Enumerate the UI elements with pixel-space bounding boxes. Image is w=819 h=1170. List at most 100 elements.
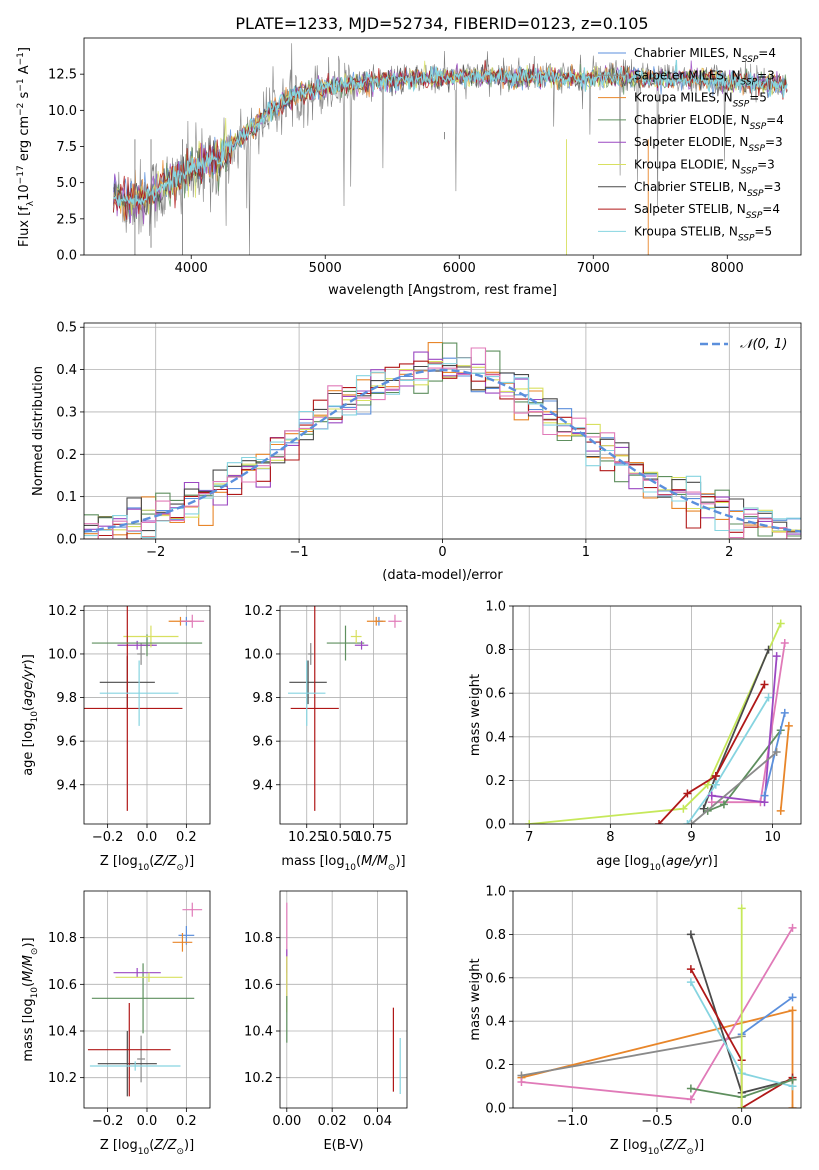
x-tick-label: 0.2 (176, 830, 197, 845)
weight-marker (760, 791, 769, 800)
y-tick-label: 10.6 (244, 978, 273, 993)
y-tick-label: 10.0 (48, 104, 77, 119)
y-tick-label: 10.4 (244, 1025, 273, 1040)
y-tick-label: 2.5 (56, 212, 77, 227)
x-tick-label: 6000 (443, 261, 476, 276)
weight-marker (686, 1084, 695, 1093)
weight-marker (719, 800, 728, 809)
y-tick-label: 0.0 (56, 533, 77, 548)
axes-frame (83, 37, 802, 256)
x-tick-label: 0.0 (137, 1114, 158, 1129)
weight-marker (784, 721, 793, 730)
axes-frame (512, 605, 802, 825)
weight-line (690, 751, 778, 824)
x-tick-label: 0.0 (731, 1114, 752, 1129)
weight-marker (679, 804, 688, 813)
weight-marker (655, 820, 664, 824)
legend-label: Salpeter ELODIE, NSSP=3 (634, 135, 783, 154)
axes-frame (279, 605, 408, 825)
weight-marker (788, 923, 797, 932)
plot-area-mass-vs-EBV (286, 902, 401, 1094)
weight-marker (764, 645, 773, 654)
axes-frame (279, 890, 408, 1109)
normal-curve (84, 368, 801, 533)
y-axis-label: Flux [fλ10−17 erg cm−2 s−1 A−1] (16, 47, 36, 247)
model-spectrum-line (113, 59, 788, 207)
weight-line (711, 642, 786, 804)
x-tick-label: −1 (290, 545, 309, 560)
plot-area-residuals (84, 342, 801, 539)
y-tick-label: 0.4 (56, 363, 77, 378)
x-tick-label: 0 (438, 545, 446, 560)
x-tick-label: 7000 (577, 261, 610, 276)
weight-marker (737, 904, 746, 913)
weight-marker (711, 772, 720, 781)
x-tick-label: −0.5 (641, 1114, 673, 1129)
y-tick-label: 10.2 (48, 1071, 77, 1086)
y-tick-label: 0.6 (485, 971, 506, 986)
weight-marker (737, 1104, 746, 1108)
y-tick-label: 9.8 (252, 691, 273, 706)
x-axis-label: (data-model)/error (382, 568, 503, 583)
weight-marker (683, 820, 692, 824)
x-tick-label: 0.2 (176, 1114, 197, 1129)
y-tick-label: 7.5 (56, 140, 77, 155)
x-axis-label: mass [log10(M/M⊙)] (281, 854, 405, 873)
y-axis-label: mass weight (468, 958, 483, 1040)
x-axis-label: E(B-V) (323, 1138, 363, 1153)
axes-frame (83, 605, 211, 825)
x-tick-label: 7 (525, 830, 533, 845)
x-tick-label: 10 (764, 830, 781, 845)
x-tick-label: −2 (146, 545, 165, 560)
weight-marker (683, 789, 692, 798)
y-tick-label: 9.8 (56, 691, 77, 706)
figure-title: PLATE=1233, MJD=52734, FIBERID=0123, z=0… (235, 14, 648, 33)
plot-area-mass-weight-vs-age (525, 619, 793, 824)
weight-marker (699, 804, 708, 813)
x-axis-label: wavelength [Angstrom, rest frame] (328, 283, 557, 298)
x-tick-label: 10.25 (288, 830, 325, 845)
y-tick-label: 0.8 (485, 643, 506, 658)
weight-marker (686, 965, 695, 974)
weight-marker (772, 748, 781, 757)
histogram-step (84, 347, 801, 539)
y-tick-label: 9.4 (56, 778, 77, 793)
weight-marker (687, 820, 696, 824)
weight-line (521, 1035, 742, 1077)
weight-marker (686, 978, 695, 987)
x-tick-label: 8000 (711, 261, 744, 276)
weight-marker (764, 693, 773, 702)
legend-label: 𝒩(0, 1) (740, 337, 787, 352)
y-tick-label: 0.0 (485, 818, 506, 833)
y-tick-label: 9.4 (252, 778, 273, 793)
legend-label: Salpeter STELIB, NSSP=4 (634, 202, 780, 221)
x-tick-label: −0.2 (92, 830, 124, 845)
legend-label: Chabrier MILES, NSSP=4 (634, 46, 776, 65)
y-tick-label: 0.2 (56, 448, 77, 463)
plot-area-age-vs-mass (288, 606, 402, 811)
weight-marker (788, 1075, 797, 1084)
weight-marker (525, 820, 534, 824)
y-tick-label: 0.4 (485, 1015, 506, 1030)
y-tick-label: 0.8 (485, 928, 506, 943)
y-tick-label: 0.3 (56, 405, 77, 420)
x-axis-label: age [log10(age/yr)] (596, 854, 718, 873)
weight-marker (707, 791, 716, 800)
y-tick-label: 5.0 (56, 176, 77, 191)
x-tick-label: −0.2 (92, 1114, 124, 1129)
y-axis-label: age [log10(age/yr)] (21, 654, 40, 776)
x-tick-label: 0.0 (137, 830, 158, 845)
y-tick-label: 10.8 (48, 931, 77, 946)
x-tick-label: 5000 (309, 261, 342, 276)
x-tick-label: 10.50 (322, 830, 359, 845)
plot-layer: 4000 5000 6000 7000 80000.02.55.07.510.012.5… (16, 37, 802, 1157)
weight-line (779, 725, 790, 811)
plot-area-spectrum (113, 43, 788, 255)
weight-line (529, 623, 782, 824)
weight-marker (686, 930, 695, 939)
legend-label: Salpeter MILES, NSSP=3 (634, 68, 775, 87)
weight-marker (703, 780, 712, 789)
plot-area-mass-vs-Z (87, 902, 203, 1097)
x-axis-label: Z [log10(Z/Z⊙)] (100, 854, 194, 873)
y-tick-label: 1.0 (485, 885, 506, 900)
